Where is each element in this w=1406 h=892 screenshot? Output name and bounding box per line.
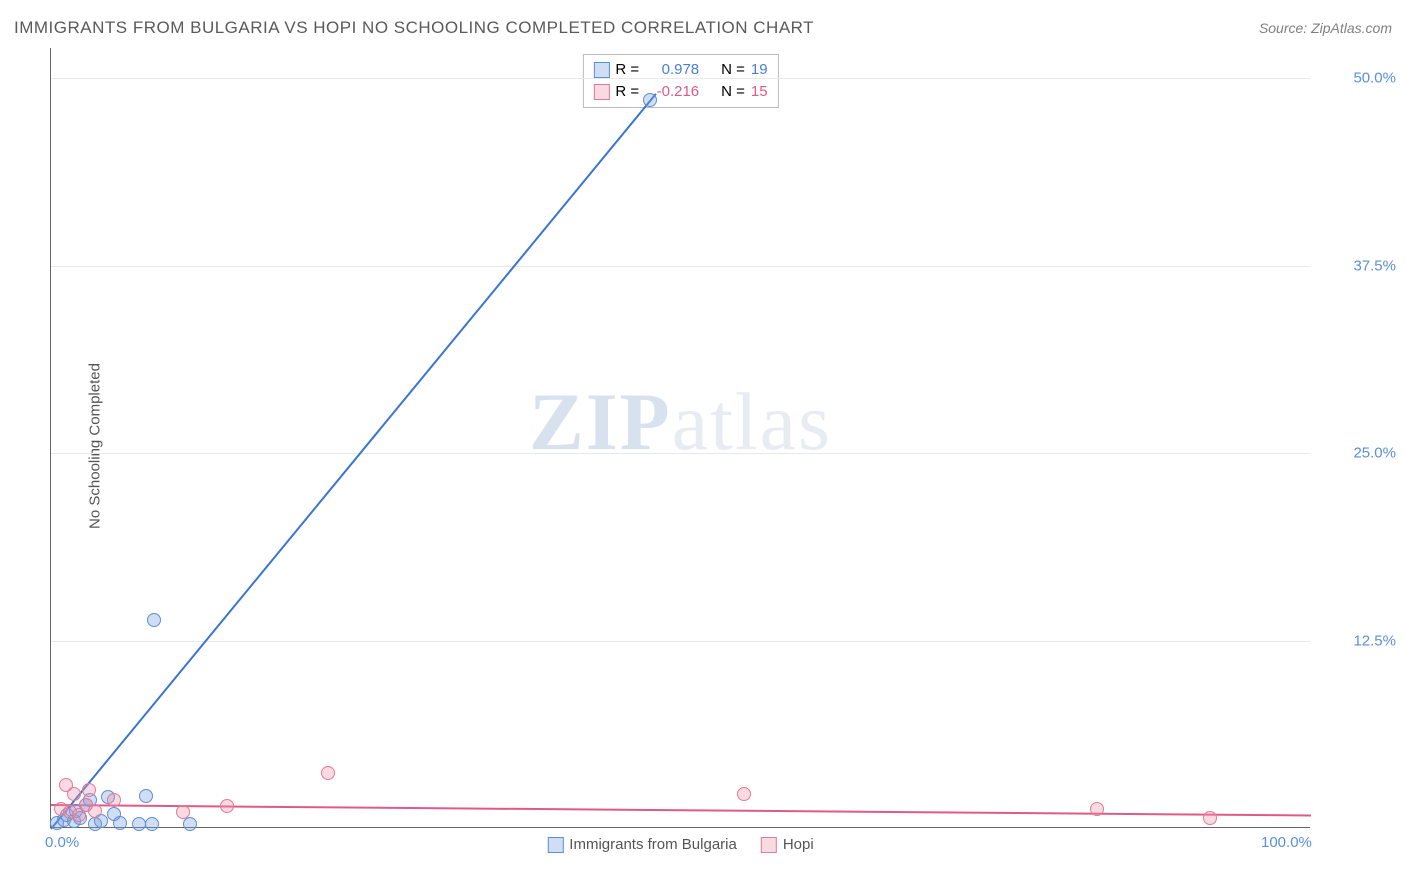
data-point-series2 [67, 787, 81, 801]
y-tick-label: 25.0% [1353, 445, 1396, 462]
trend-line-series2 [51, 804, 1311, 816]
x-tick-label: 100.0% [1261, 834, 1312, 851]
data-point-series2 [1090, 802, 1104, 816]
data-point-series1 [183, 817, 197, 831]
gridline [51, 78, 1310, 79]
legend-row-series2: R = -0.216 N = 15 [593, 81, 767, 103]
data-point-series2 [107, 793, 121, 807]
data-point-series1 [643, 93, 657, 107]
gridline [51, 453, 1310, 454]
legend-label-2: Hopi [783, 836, 814, 853]
legend-R-label: R = [615, 81, 639, 103]
y-tick-label: 50.0% [1353, 70, 1396, 87]
x-tick-label: 0.0% [45, 834, 79, 851]
legend-N-label: N = [721, 81, 745, 103]
legend-item-1: Immigrants from Bulgaria [547, 836, 737, 853]
watermark: ZIPatlas [529, 375, 832, 469]
chart-title: IMMIGRANTS FROM BULGARIA VS HOPI NO SCHO… [14, 18, 814, 38]
swatch-series1 [593, 62, 609, 78]
source-label: Source: ZipAtlas.com [1259, 20, 1392, 36]
legend-label-1: Immigrants from Bulgaria [569, 836, 737, 853]
data-point-series1 [139, 789, 153, 803]
trend-line-series1 [50, 93, 656, 829]
title-bar: IMMIGRANTS FROM BULGARIA VS HOPI NO SCHO… [14, 18, 1392, 38]
data-point-series2 [1203, 811, 1217, 825]
legend-item-2: Hopi [761, 836, 814, 853]
y-tick-label: 37.5% [1353, 257, 1396, 274]
swatch-bottom-2 [761, 837, 777, 853]
data-point-series1 [113, 816, 127, 830]
legend-correlation: R = 0.978 N = 19 R = -0.216 N = 15 [582, 54, 778, 108]
legend-N-value-2: 15 [751, 81, 768, 103]
data-point-series2 [176, 805, 190, 819]
y-tick-label: 12.5% [1353, 632, 1396, 649]
data-point-series1 [145, 817, 159, 831]
data-point-series2 [88, 804, 102, 818]
plot-area: ZIPatlas R = 0.978 N = 19 R = -0.216 N =… [50, 48, 1310, 828]
data-point-series2 [321, 766, 335, 780]
data-point-series2 [82, 783, 96, 797]
gridline [51, 266, 1310, 267]
data-point-series2 [220, 799, 234, 813]
swatch-series2 [593, 84, 609, 100]
data-point-series2 [737, 787, 751, 801]
gridline [51, 641, 1310, 642]
swatch-bottom-1 [547, 837, 563, 853]
data-point-series1 [147, 613, 161, 627]
legend-series: Immigrants from Bulgaria Hopi [547, 836, 813, 853]
